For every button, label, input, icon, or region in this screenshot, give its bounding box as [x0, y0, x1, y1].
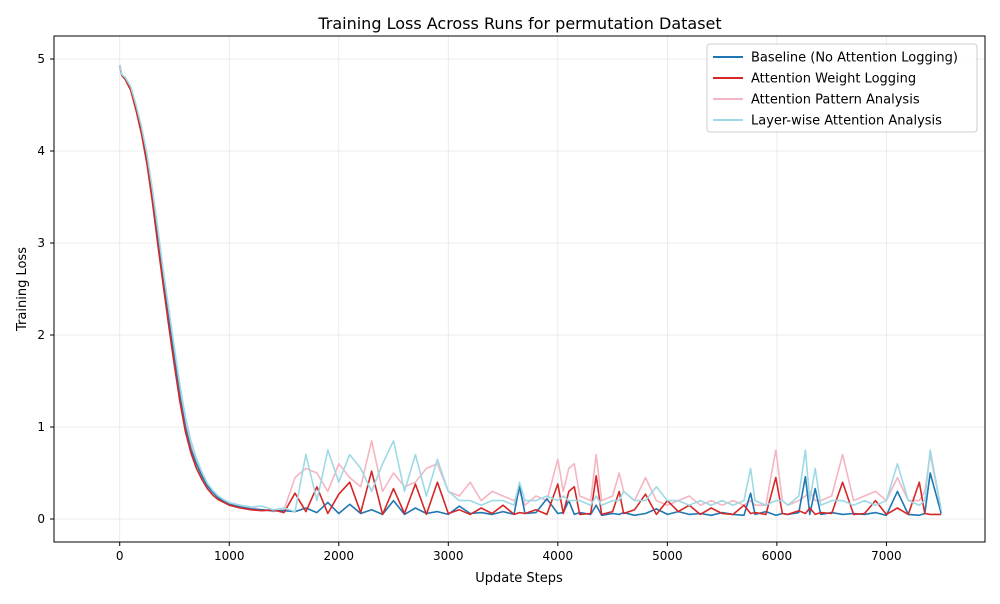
y-tick-label: 0 — [37, 512, 45, 526]
y-tick-label: 1 — [37, 420, 45, 434]
y-tick-label: 5 — [37, 52, 45, 66]
legend-label: Attention Weight Logging — [751, 72, 916, 87]
x-axis-ticks: 0 1000 2000 3000 4000 5000 6000 7000 — [116, 542, 902, 563]
x-tick-label: 0 — [116, 549, 124, 563]
x-tick-label: 6000 — [762, 549, 793, 563]
series-line-baseline-no-attention-logging — [118, 65, 942, 517]
y-axis-label: Training Loss — [15, 247, 30, 332]
series-layer — [118, 65, 942, 517]
plot-frame — [53, 35, 986, 543]
legend-label: Attention Pattern Analysis — [751, 93, 920, 108]
legend-box — [706, 43, 978, 133]
x-tick-label: 4000 — [543, 549, 574, 563]
chart-title: Training Loss Across Runs for permutatio… — [317, 14, 721, 33]
series-line-attention-weight-logging — [118, 65, 942, 516]
x-tick-label: 3000 — [433, 549, 464, 563]
y-axis-ticks: 0 1 2 3 4 5 — [37, 52, 54, 526]
y-tick-label: 2 — [37, 328, 45, 342]
x-tick-label: 1000 — [214, 549, 245, 563]
legend: Baseline (No Attention Logging) Attention… — [706, 43, 978, 133]
x-axis-label: Update Steps — [475, 571, 563, 586]
series-line-layer-wise-attention-analysis — [118, 65, 942, 513]
x-tick-label: 5000 — [652, 549, 683, 563]
y-tick-label: 3 — [37, 236, 45, 250]
x-tick-label: 2000 — [324, 549, 355, 563]
legend-label: Baseline (No Attention Logging) — [751, 51, 958, 66]
x-tick-label: 7000 — [871, 549, 902, 563]
y-tick-label: 4 — [37, 144, 45, 158]
legend-label: Layer-wise Attention Analysis — [751, 114, 942, 129]
